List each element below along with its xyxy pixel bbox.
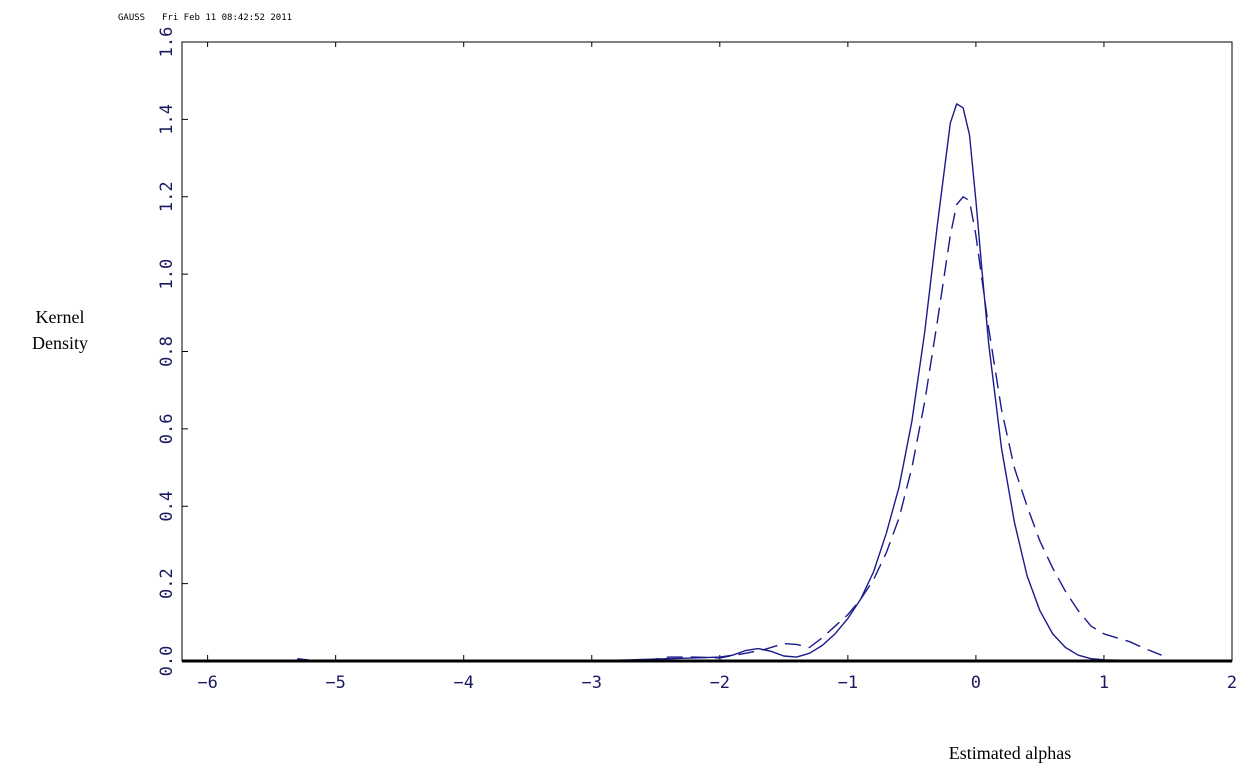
y-tick-label: 0.2 bbox=[157, 568, 177, 599]
header-timestamp: Fri Feb 11 08:42:52 2011 bbox=[162, 13, 292, 23]
x-tick-label: −3 bbox=[582, 673, 602, 693]
y-tick-label: 0.0 bbox=[157, 646, 177, 677]
y-tick-label: 0.4 bbox=[157, 491, 177, 522]
x-tick-label: −1 bbox=[838, 673, 858, 693]
x-tick-label: −2 bbox=[710, 673, 730, 693]
x-tick-label: 0 bbox=[971, 673, 981, 693]
x-tick-label: 2 bbox=[1227, 673, 1237, 693]
header-app: GAUSS bbox=[118, 13, 145, 23]
y-tick-label: 1.0 bbox=[157, 259, 177, 290]
y-tick-label: 1.2 bbox=[157, 181, 177, 212]
y-tick-label: 0.6 bbox=[157, 414, 177, 445]
plot-frame bbox=[181, 41, 1233, 662]
solid-density-line bbox=[297, 103, 1213, 662]
x-axis-title: Estimated alphas bbox=[949, 743, 1071, 763]
y-tick-label: 0.8 bbox=[157, 336, 177, 367]
y-axis-title-line2: Density bbox=[32, 333, 88, 353]
x-tick-label: −5 bbox=[325, 673, 345, 693]
y-axis-ticks: 0.0 0.2 0.4 0.6 0.8 1.0 1.2 1.4 1.6 bbox=[157, 27, 188, 677]
y-axis-title-line1: Kernel bbox=[36, 307, 85, 327]
x-tick-label: −6 bbox=[197, 673, 217, 693]
y-tick-label: 1.4 bbox=[157, 104, 177, 135]
x-tick-label: −4 bbox=[453, 673, 473, 693]
x-axis-ticks: −6 −5 −4 −3 −2 −1 0 1 2 bbox=[197, 42, 1237, 693]
series-layer bbox=[297, 103, 1213, 662]
y-tick-label: 1.6 bbox=[157, 27, 177, 58]
x-tick-label: 1 bbox=[1099, 673, 1109, 693]
dashed-density-line bbox=[642, 196, 1162, 662]
